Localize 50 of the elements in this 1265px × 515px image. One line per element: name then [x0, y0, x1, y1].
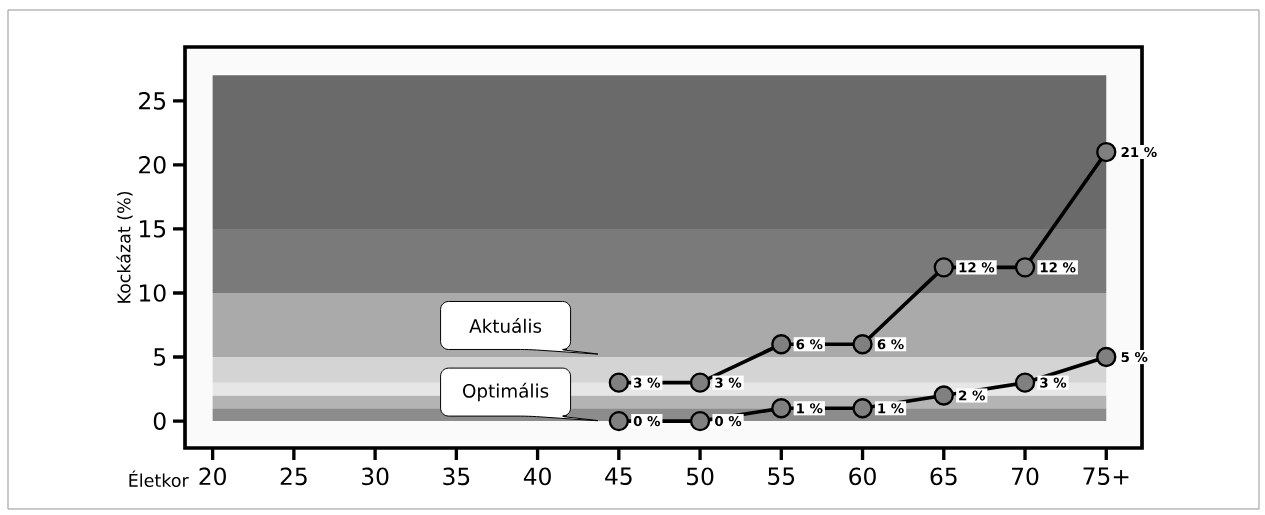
x-tick-label: 35	[443, 467, 470, 486]
point	[933, 385, 954, 406]
point	[608, 372, 629, 393]
point	[852, 334, 873, 355]
point	[933, 257, 954, 278]
text: Optimális	[463, 382, 549, 402]
point	[771, 398, 792, 419]
point	[771, 334, 792, 355]
y-tick-label: 0	[153, 412, 166, 430]
data-label: 21 %	[1121, 147, 1157, 158]
data-label: 0 %	[633, 416, 661, 427]
y-tick-label: 10	[139, 284, 166, 302]
x-tick-label: 40	[523, 467, 551, 486]
point	[689, 410, 711, 432]
y-axis-title: Kockázat (%)	[116, 191, 133, 303]
data-label: 12 %	[1040, 262, 1076, 273]
y-tick-label: 15	[139, 220, 166, 238]
y-tick-label: 5	[154, 348, 166, 366]
data-label: 6 %	[877, 339, 904, 350]
point	[689, 372, 711, 393]
x-tick-label: 20	[199, 467, 226, 486]
y-tick-label: 20	[139, 156, 166, 174]
x-tick-label: 55	[768, 467, 795, 485]
y-tick-label: 25	[139, 91, 166, 110]
x-tick-label: 30	[362, 467, 389, 486]
x-tick-label: 70	[1012, 467, 1039, 486]
point	[608, 410, 629, 432]
data-label: 6 %	[796, 339, 823, 350]
data-label: 3 %	[715, 377, 742, 388]
x-tick-label: 45	[605, 467, 632, 485]
x-tick-label: 50	[687, 467, 714, 486]
data-label: 2 %	[959, 390, 985, 401]
data-label: 1 %	[878, 403, 904, 414]
x-tick-label: 65	[930, 467, 957, 486]
data-label: 12 %	[959, 262, 995, 273]
data-label: 3 %	[1040, 377, 1067, 388]
point	[852, 398, 873, 419]
data-label: 0 %	[715, 416, 742, 427]
point	[1096, 346, 1117, 368]
x-axis-title: Életkor	[129, 470, 189, 488]
point	[1014, 372, 1036, 393]
point	[1014, 257, 1036, 278]
x-tick-label: 25	[280, 467, 307, 486]
data-label: 3 %	[634, 377, 661, 388]
data-label: 5 %	[1121, 351, 1148, 363]
text: Aktuális	[469, 318, 542, 333]
x-tick-label: 75+	[1083, 467, 1129, 485]
x-tick-label: 60	[849, 467, 876, 486]
point	[1096, 141, 1117, 163]
data-label: 1 %	[797, 403, 823, 414]
